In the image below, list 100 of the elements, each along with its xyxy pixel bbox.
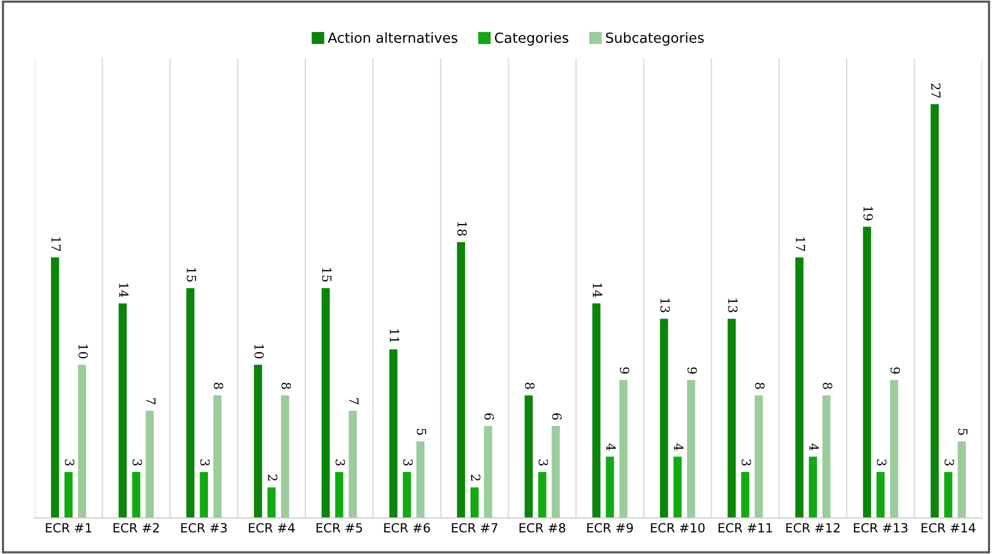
x-tick-label: ECR #1 [46,523,92,533]
data-label: 3 [132,459,142,466]
bar [186,288,194,518]
bar [484,426,492,518]
data-label: 3 [336,459,346,466]
data-label: 8 [214,382,224,389]
data-label: 2 [268,474,278,481]
data-label: 19 [863,206,873,220]
bar [348,410,357,518]
x-tick-label: ECR #14 [922,523,976,533]
data-label: 2 [471,474,480,481]
legend-label: Subcategories [606,32,704,46]
bar [200,472,208,518]
x-tick-label: ECR #5 [316,523,362,533]
data-label: 6 [552,413,562,420]
bar [389,349,398,518]
legend-label: Action alternatives [328,32,458,43]
data-label: 27 [931,84,941,98]
bar [416,441,424,518]
bar [132,472,140,518]
bar [890,380,898,518]
bar [50,257,60,518]
bar [862,226,872,518]
bar [538,472,546,518]
data-label: 10 [78,344,88,358]
data-label: 11 [390,329,400,342]
x-tick-label: ECR #3 [181,523,227,533]
data-label: 3 [538,459,548,466]
data-label: 9 [687,367,697,374]
bar [402,472,411,518]
bar [335,472,344,518]
bar [754,395,763,518]
bar [456,242,466,518]
data-label: 5 [958,428,968,435]
data-label: 5 [416,428,426,435]
data-label: 4 [674,444,684,450]
data-label: 7 [146,398,156,404]
data-label: 4 [809,444,819,450]
bar [254,364,262,518]
bar [944,472,952,518]
data-label: 4 [606,444,616,450]
data-label: 15 [186,268,196,282]
x-tick-label: ECR #2 [114,523,159,533]
x-tick-label: ECR #7 [452,523,498,533]
data-label: 10 [254,344,264,358]
data-label: 3 [200,459,210,466]
bar [470,487,479,518]
bar [795,257,804,518]
bar [876,472,885,518]
x-tick-label: ECR #12 [786,523,840,533]
bar [281,395,290,518]
bar [808,456,817,518]
bar [741,472,750,518]
data-label: 14 [592,283,602,298]
data-label: 3 [742,459,752,466]
bar [822,395,830,518]
x-tick-label: ECR #9 [587,523,633,533]
data-label: 15 [322,268,332,282]
data-label: 8 [822,382,832,389]
data-label: 8 [755,382,765,389]
data-label: 9 [620,367,630,374]
x-tick-label: ECR #13 [854,523,908,533]
data-label: 9 [890,367,900,374]
data-label: 18 [457,222,467,236]
bar [64,472,73,518]
bar [78,364,86,518]
data-label: 17 [52,237,61,251]
x-tick-label: ECR #10 [650,523,705,533]
bar [687,380,696,518]
bar [674,456,682,518]
data-label: 3 [876,459,886,466]
legend-label: Categories [494,32,568,46]
bar [958,441,966,518]
bar [592,303,600,518]
data-label: 3 [403,459,413,466]
x-tick-label: ECR #8 [520,523,566,533]
bar [619,380,628,518]
x-tick-label: ECR #6 [384,523,430,533]
bar [118,303,127,518]
bar [930,104,939,518]
data-label: 13 [660,298,670,312]
bar [606,456,614,518]
bar [268,487,276,518]
data-label: 14 [119,283,129,298]
bar [213,395,222,518]
bar [322,288,330,518]
data-label: 13 [728,298,738,312]
bar [728,318,736,518]
data-label: 8 [525,382,535,389]
x-tick-label: ECR #11 [718,523,772,533]
x-tick-label: ECR #4 [248,523,295,533]
bar [660,318,668,518]
data-label: 7 [349,398,358,404]
bar [524,395,533,518]
data-label: 3 [64,459,74,466]
data-label: 8 [281,382,291,389]
data-label: 3 [944,459,954,466]
data-label: 6 [484,413,494,420]
bar [552,426,560,518]
bar [146,410,154,518]
